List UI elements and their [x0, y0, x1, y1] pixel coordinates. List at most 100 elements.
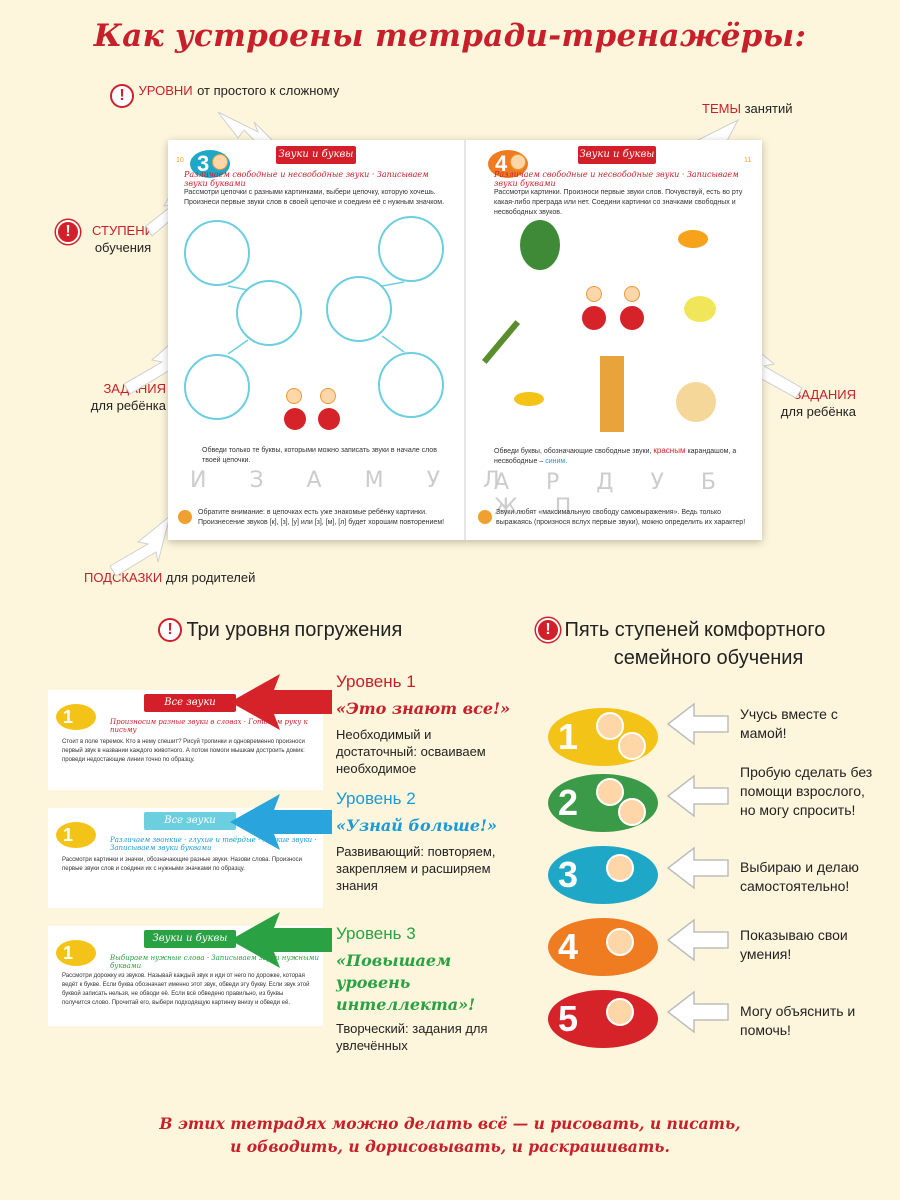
free-sound-icon — [582, 306, 606, 330]
parent-hint: Звуки любят «максимальную свободу самовы… — [496, 509, 746, 526]
child-face-icon — [618, 798, 646, 826]
step-number: 3 — [197, 151, 210, 176]
arrow-icon — [666, 774, 729, 818]
snail-picture — [184, 354, 250, 420]
level-slogan: «Узнай больше!» — [336, 816, 498, 835]
sample-header: Звуки и буквы — [144, 930, 236, 948]
giraffe-picture — [600, 356, 624, 432]
child-face-icon — [510, 154, 526, 170]
topic-subtitle: Различаем свободные и несвободные звуки … — [184, 170, 429, 188]
page-number: 10 — [176, 157, 184, 164]
callout-steps-rest: обучения — [94, 240, 152, 255]
stage-number: 4 — [558, 926, 579, 967]
child-face-icon — [624, 286, 640, 302]
task-red-word: красным — [653, 446, 686, 455]
parent-hint: Обратите внимание: в цепочках есть уже з… — [198, 509, 445, 526]
level-label: Уровень 2 — [336, 789, 416, 808]
stage-number: 3 — [558, 854, 579, 895]
page-number: 11 — [744, 157, 752, 164]
sample-subtitle: Различаем звонкие · глухие и твёрдые · м… — [110, 836, 317, 852]
level-label: Уровень 3 — [336, 924, 416, 943]
callout-topics-key: ТЕМЫ — [702, 101, 741, 116]
callout-steps-key: СТУПЕНИ — [92, 223, 154, 238]
child-face-icon — [320, 388, 336, 404]
callout-topics: ТЕМЫ занятий — [702, 100, 792, 117]
level-description: Развивающий: повторяем, закрепляем и рас… — [336, 844, 496, 893]
warning-icon: ! — [110, 84, 134, 108]
stage-3-text: Выбираю и делаю самостоятельно! — [740, 859, 859, 894]
arrow-icon — [666, 702, 729, 746]
arrow-icon — [109, 514, 171, 577]
instruction-text: Рассмотри картинки. Произноси первые зву… — [494, 189, 743, 216]
arrow-icon — [666, 918, 729, 962]
topic-header: Звуки и буквы — [276, 146, 356, 164]
free-sound-icon — [284, 408, 306, 430]
stage-arrows — [666, 702, 729, 1034]
steps-title-rest-1: комфортного — [703, 619, 826, 641]
watermelon-picture — [520, 220, 560, 270]
sample-text: Рассмотри дорожку из звуков. Называй каж… — [62, 973, 310, 1006]
sample-text: Стоит в поле теремок. Кто в нему спешит?… — [62, 739, 305, 763]
lion-picture — [378, 352, 444, 418]
turkey-picture — [184, 220, 250, 286]
sample-step-number: 1 — [63, 943, 74, 963]
stage-number: 5 — [558, 998, 579, 1039]
level-label: Уровень 1 — [336, 672, 416, 691]
callout-steps: ! — [56, 220, 80, 244]
blocked-sound-icon — [620, 306, 644, 330]
tracing-letters: И З А М У Л — [190, 468, 518, 493]
stage-number: 1 — [558, 716, 579, 757]
stage-1-badge: 1 — [548, 708, 658, 766]
step-number: 4 — [495, 151, 508, 176]
warning-icon: ! — [56, 220, 80, 244]
callout-tasks-right-rest: для ребёнка — [780, 404, 856, 419]
task-blue-word: синим. — [545, 458, 568, 465]
stork-picture — [236, 280, 302, 346]
stage-number: 2 — [558, 782, 579, 823]
child-crown-face-icon — [606, 928, 634, 956]
level-2-info: Уровень 2 «Узнай больше!» Развивающий: п… — [336, 789, 516, 894]
task-text-b: карандашом, а несвободные – — [494, 448, 737, 465]
sample-step-number: 1 — [63, 825, 74, 845]
callout-tasks-right-key: ЗАДАНИЯ — [793, 387, 856, 402]
child-face-icon — [606, 854, 634, 882]
arrow-icon — [666, 846, 729, 890]
callout-steps-text: СТУПЕНИ обучения — [88, 222, 158, 256]
mouse-picture — [326, 276, 392, 342]
task-text: Обведи только те буквы, которыми можно з… — [202, 447, 437, 464]
level-arrows — [230, 674, 332, 968]
footer-line-2: и обводить, и дорисовывать, и раскрашива… — [230, 1137, 670, 1156]
warning-icon: ! — [536, 618, 560, 642]
stage-3-badge: 3 — [548, 846, 658, 904]
steps-title-red: Пять ступеней — [564, 619, 700, 641]
steps-title-rest-2: семейного обучения — [613, 647, 804, 669]
mother-face-icon — [596, 778, 624, 806]
level-slogan: «Повышаем уровень интеллекта»! — [336, 951, 476, 1014]
child-face-icon — [586, 286, 602, 302]
workbook-spread: 10 3 Звуки и буквы Различаем свободные и… — [168, 140, 762, 540]
task-text-a: Обведи буквы, обозначающие свободные зву… — [494, 448, 652, 455]
lemon-picture — [684, 296, 716, 322]
stage-1-text: Учусь вместе с мамой! — [740, 706, 838, 741]
footer-line-1: В этих тетрадях можно делать всё — и рис… — [159, 1114, 741, 1133]
sample-header: Все звуки — [144, 694, 236, 712]
callout-tasks-left-rest: для ребёнка — [90, 398, 166, 413]
sample-subtitle: Произносим разные звуки в словах · Готов… — [110, 718, 308, 734]
lightbulb-icon — [178, 510, 192, 524]
stage-2-text: Пробую сделать без помощи взрослого, но … — [740, 764, 873, 818]
callout-levels-rest: от простого к сложному — [197, 83, 340, 98]
stage-5-badge: 5 — [548, 990, 658, 1048]
callout-levels: ! УРОВНИ от простого к сложному — [110, 83, 340, 108]
mother-face-icon — [596, 712, 624, 740]
callout-hints-rest: для родителей — [165, 570, 256, 585]
chain-lines — [227, 281, 405, 355]
task-text: Обведи буквы, обозначающие свободные зву… — [494, 446, 756, 467]
callout-tasks-right: ЗАДАНИЯ для ребёнка — [770, 386, 856, 420]
instruction-text: Рассмотри цепочки с разными картинками, … — [184, 189, 445, 206]
banana-picture — [514, 392, 544, 406]
level-slogan: «Это знают все!» — [336, 699, 511, 718]
level-description: Необходимый и достаточный: осваиваем нео… — [336, 727, 486, 776]
stage-4-text: Показываю свои умения! — [740, 927, 848, 962]
topic-subtitle: Различаем свободные и несвободные звуки … — [494, 170, 739, 188]
green-arrow-icon — [230, 912, 332, 968]
